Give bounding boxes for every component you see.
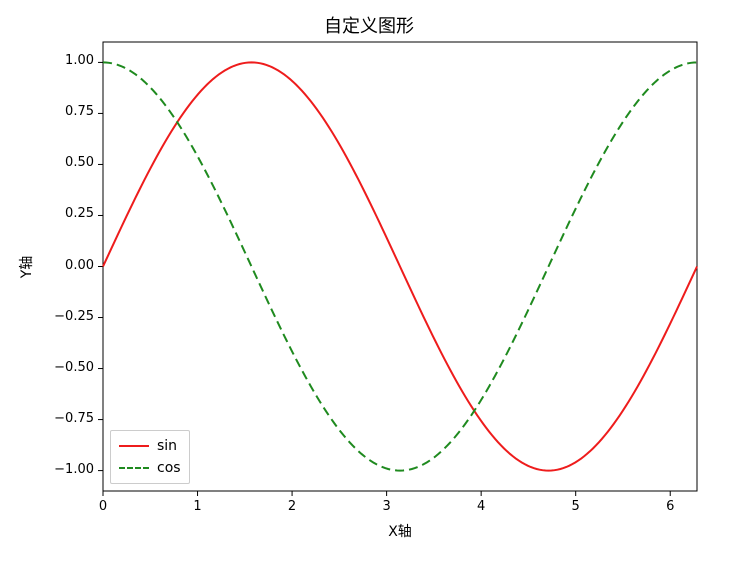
y-tick-label: −1.00 [54,462,94,477]
y-tick-label: 0.25 [65,206,94,221]
x-tick-label: 0 [83,499,123,514]
legend-label: sin [157,438,177,454]
y-tick-label: 0.50 [65,155,94,170]
y-tick-label: −0.25 [54,309,94,324]
y-tick-label: −0.75 [54,411,94,426]
x-tick-label: 6 [650,499,690,514]
x-tick-label: 5 [556,499,596,514]
x-tick-label: 3 [367,499,407,514]
x-tick-label: 2 [272,499,312,514]
legend: sin cos [110,430,190,484]
legend-entry-cos: cos [119,457,181,479]
legend-entry-sin: sin [119,435,181,457]
y-tick-label: 0.00 [65,258,94,273]
y-tick-label: 1.00 [65,53,94,68]
legend-swatch [119,445,149,447]
y-tick-label: −0.50 [54,360,94,375]
legend-label: cos [157,460,181,476]
x-tick-label: 4 [461,499,501,514]
legend-swatch [119,467,149,469]
y-tick-label: 0.75 [65,104,94,119]
figure: 自定义图形 Y轴 X轴 0123456 −1.00−0.75−0.50−0.25… [0,0,738,567]
x-tick-label: 1 [178,499,218,514]
